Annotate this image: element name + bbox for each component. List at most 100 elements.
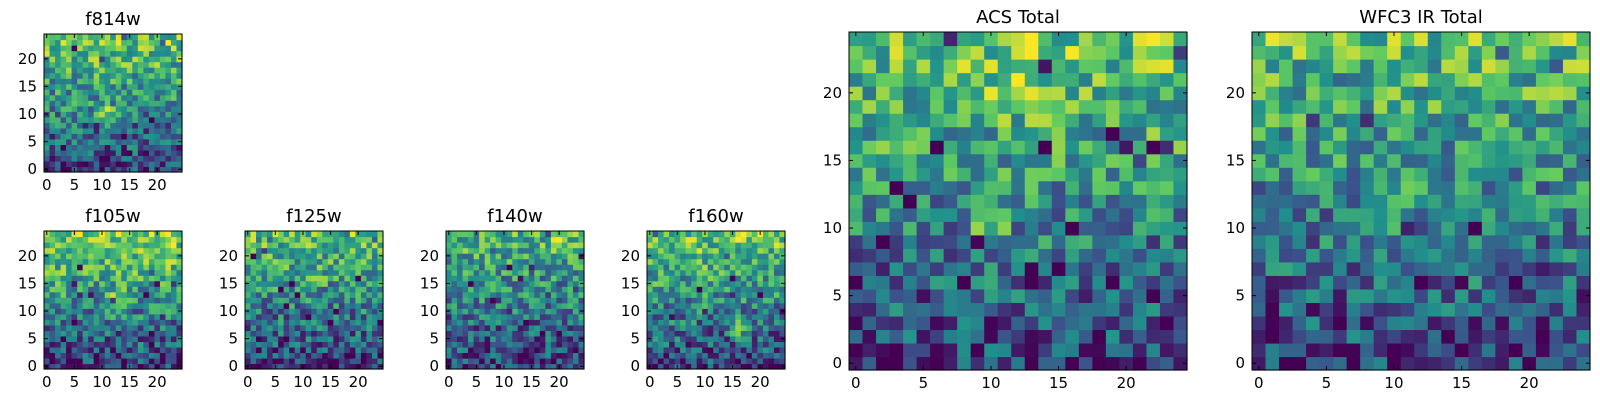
heatmap-cell	[539, 247, 546, 254]
heatmap-cell	[88, 319, 95, 326]
heatmap-cell	[1427, 180, 1442, 195]
heatmap-cell	[707, 280, 714, 287]
heatmap-cell	[49, 269, 56, 276]
heatmap-cell	[137, 275, 144, 282]
heatmap-cell	[60, 166, 67, 173]
heatmap-cell	[691, 308, 698, 315]
heatmap-cell	[1265, 194, 1280, 209]
heatmap-cell	[1508, 342, 1523, 358]
heatmap-cell	[256, 280, 263, 287]
heatmap-cell	[984, 32, 999, 47]
heatmap-cell	[355, 341, 362, 348]
heatmap-cell	[484, 275, 491, 282]
heatmap-cell	[305, 341, 312, 348]
heatmap-cell	[143, 313, 150, 320]
heatmap-cell	[506, 363, 513, 370]
heatmap-cell	[1265, 329, 1280, 344]
heatmap-cell	[82, 56, 89, 63]
heatmap-cell	[1535, 32, 1551, 47]
heatmap-cell	[77, 61, 84, 68]
heatmap-cell	[572, 324, 580, 331]
heatmap-cell	[283, 286, 290, 293]
heatmap-cell	[148, 89, 155, 96]
heatmap-cell	[545, 319, 552, 326]
heatmap-cell	[1454, 59, 1469, 74]
heatmap-cell	[272, 352, 279, 359]
heatmap-cell	[170, 269, 178, 276]
heatmap-cell	[724, 258, 731, 265]
heatmap-cell	[137, 111, 144, 118]
heatmap-cell	[957, 194, 972, 209]
heatmap-cell	[176, 127, 183, 134]
heatmap-cell	[658, 280, 665, 287]
heatmap-cell	[154, 313, 161, 320]
heatmap-cell	[517, 330, 524, 337]
heatmap-cell	[289, 286, 296, 293]
heatmap-cell	[680, 363, 687, 370]
heatmap-cell	[272, 286, 279, 293]
heatmap-cell	[757, 269, 764, 276]
heatmap-cell	[735, 302, 742, 309]
heatmap-cell	[669, 236, 676, 243]
heatmap-cell	[1065, 288, 1080, 303]
heatmap-cell	[1562, 234, 1578, 249]
heatmap-cell	[272, 297, 279, 304]
heatmap-cell	[740, 313, 747, 320]
heatmap-cell	[572, 357, 580, 365]
heatmap-cell	[137, 56, 144, 63]
heatmap-cell	[1173, 126, 1188, 141]
heatmap-cell	[523, 291, 530, 298]
heatmap-cell	[272, 308, 279, 315]
heatmap-cell	[165, 45, 172, 52]
heatmap-cell	[256, 269, 263, 276]
heatmap-cell	[768, 357, 775, 365]
heatmap-cell	[997, 72, 1012, 87]
heatmap-cell	[110, 291, 117, 298]
heatmap-cell	[691, 247, 698, 254]
heatmap-cell	[1065, 356, 1080, 371]
heatmap-cell	[762, 346, 770, 354]
heatmap-cell	[572, 269, 580, 276]
heatmap-cell	[1105, 180, 1120, 195]
heatmap-cell	[110, 236, 117, 243]
heatmap-cell	[1535, 356, 1551, 371]
heatmap-cell	[495, 308, 502, 315]
heatmap-cell	[88, 231, 95, 238]
heatmap-cell	[1549, 45, 1564, 60]
heatmap-cell	[578, 258, 585, 265]
heatmap-cell	[176, 319, 183, 326]
heatmap-cell	[338, 264, 345, 271]
heatmap-cell	[88, 89, 95, 96]
heatmap-cell	[272, 313, 279, 320]
heatmap-cell	[696, 264, 703, 271]
heatmap-cell	[572, 363, 580, 370]
heatmap-cell	[523, 247, 530, 254]
heatmap-cell	[44, 242, 51, 249]
axes-frame	[445, 230, 585, 370]
heatmap-cell	[93, 160, 100, 168]
heatmap-cell	[1024, 329, 1039, 344]
heatmap-cell	[121, 363, 128, 370]
heatmap-cell	[539, 324, 546, 331]
heatmap-cell	[99, 138, 106, 145]
heatmap-cell	[534, 253, 541, 260]
heatmap-cell	[1535, 275, 1551, 290]
heatmap-cell	[1159, 221, 1175, 236]
heatmap-cell	[93, 247, 100, 254]
heatmap-cell	[451, 308, 458, 315]
heatmap-cell	[889, 45, 904, 60]
heatmap-cell	[126, 94, 133, 101]
heatmap-cell	[680, 352, 687, 359]
heatmap-cell	[143, 231, 150, 238]
heatmap-cell	[104, 269, 111, 276]
heatmap-cell	[674, 357, 681, 365]
heatmap-cell	[674, 275, 681, 282]
heatmap-cell	[876, 32, 891, 47]
heatmap-cell	[1468, 86, 1483, 101]
heatmap-cell	[115, 302, 122, 309]
heatmap-cell	[333, 324, 340, 331]
heatmap-cell	[104, 94, 111, 101]
heatmap-cell	[1333, 275, 1348, 290]
heatmap-cell	[170, 324, 178, 331]
heatmap-cell	[457, 335, 464, 342]
